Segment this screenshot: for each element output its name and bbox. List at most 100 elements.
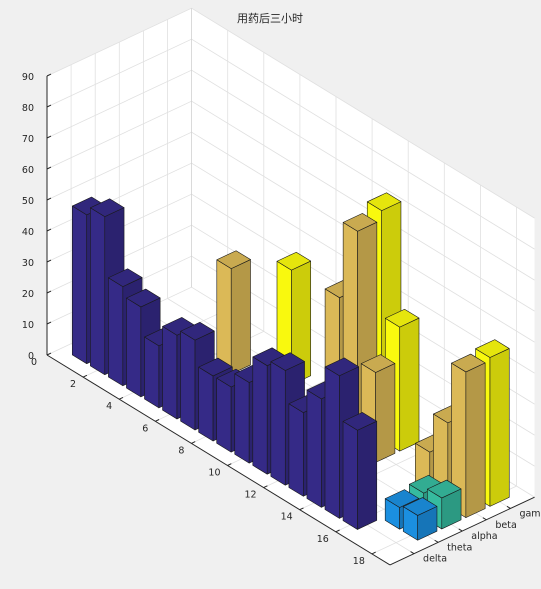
- bar-face-top: [342, 412, 378, 431]
- bar-face-front: [306, 389, 322, 508]
- y-tick-label-beta: beta: [495, 520, 516, 531]
- bar-face-top: [126, 288, 161, 308]
- x-tick-label: 18: [353, 556, 365, 567]
- bar-face-top: [427, 479, 462, 499]
- bar-face-front: [288, 403, 304, 497]
- bar-face-top: [366, 192, 402, 211]
- bar-face-front: [180, 330, 196, 431]
- bar-face-top: [475, 339, 510, 358]
- z-tick-label: 30: [22, 258, 34, 269]
- x-tick-mark: [263, 485, 268, 489]
- z-tick-mark: [46, 73, 52, 77]
- x-tick-label: 10: [208, 468, 220, 479]
- x-origin-label: 0: [31, 357, 37, 368]
- tick-labels: 0 10 20 30 40 50 60 70 80 90 2 4 6 8 10 12 14 16 18 0 deltat…: [22, 72, 541, 567]
- z-tick-label: 80: [22, 103, 34, 114]
- z-tick-label: 60: [22, 165, 34, 176]
- bar-face-front: [252, 356, 268, 475]
- y-tick-mark: [506, 505, 511, 509]
- bars-group: [71, 192, 510, 541]
- bar-face-side: [357, 420, 378, 530]
- z-tick-label: 20: [22, 289, 34, 300]
- bar-face-top: [108, 268, 143, 287]
- bar-face-top: [360, 354, 396, 373]
- z-tick-mark: [46, 135, 52, 139]
- bar-face-top: [384, 308, 420, 328]
- bar-alpha-18: [427, 479, 462, 530]
- x-tick-mark: [82, 374, 88, 378]
- z-tick-mark: [46, 290, 52, 294]
- bar-face-top: [384, 489, 420, 508]
- y-tick-label-theta: theta: [447, 542, 472, 553]
- bar-face-front: [234, 373, 250, 464]
- bar-face-side: [230, 259, 251, 375]
- bar-face-front: [162, 326, 178, 420]
- x-tick-mark: [335, 529, 340, 533]
- axis-lines: [46, 73, 535, 566]
- bar-face-side: [375, 363, 396, 463]
- bar-face-front: [108, 277, 124, 387]
- x-tick-label: 8: [178, 445, 184, 456]
- x-tick-label: 6: [142, 423, 148, 434]
- x-tick-mark: [371, 551, 376, 555]
- x-tick-label: 16: [317, 534, 329, 545]
- x-tick-mark: [227, 463, 232, 466]
- z-tick-mark: [46, 352, 52, 356]
- bar-face-top: [451, 353, 486, 373]
- x-tick-mark: [191, 441, 196, 444]
- x-axis-line: [46, 354, 391, 566]
- z-tick-mark: [46, 259, 52, 263]
- bar-face-front: [71, 205, 88, 364]
- y-tick-label-gamma: gamma: [519, 508, 541, 519]
- bar-theta-18: [402, 497, 438, 541]
- bar-face-front: [270, 361, 286, 486]
- bar-face-side: [465, 362, 486, 518]
- x-tick-label: 12: [245, 490, 257, 501]
- bar-face-front: [216, 377, 232, 453]
- z-tick-label: 10: [22, 320, 34, 331]
- bar-face-front: [324, 366, 340, 519]
- z-tick-mark: [46, 166, 52, 170]
- bar-face-front: [342, 421, 358, 530]
- bar-face-top: [180, 321, 215, 341]
- bar-face-side: [489, 348, 510, 507]
- z-tick-label: 50: [22, 196, 34, 207]
- bar-delta-16: [342, 412, 378, 530]
- bar-face-top: [342, 213, 378, 232]
- x-tick-mark: [299, 507, 304, 511]
- z-tick-mark: [46, 321, 52, 325]
- chart-title: 用药后三小时: [237, 12, 303, 25]
- x-tick-label: 2: [70, 379, 76, 390]
- bar-face-top: [402, 497, 438, 516]
- z-tick-label: 40: [22, 227, 34, 238]
- x-tick-mark: [118, 396, 124, 400]
- y-tick-label-alpha: alpha: [471, 531, 497, 542]
- y-tick-mark: [482, 517, 487, 521]
- y-tick-mark: [458, 528, 463, 532]
- z-tick-mark: [46, 228, 52, 232]
- bar-face-front: [198, 366, 214, 442]
- bar-face-front: [90, 207, 106, 376]
- z-tick-label: 70: [22, 134, 34, 145]
- bar-face-top: [90, 198, 125, 217]
- bar-face-front: [216, 259, 232, 375]
- bar-face-front: [126, 297, 142, 398]
- bar-beta-5: [216, 250, 251, 375]
- x-tick-label: 4: [106, 401, 112, 412]
- z-tick-mark: [46, 197, 52, 201]
- bar-face-side: [399, 317, 420, 452]
- z-tick-label: 0: [28, 351, 34, 362]
- z-tick-mark: [46, 104, 52, 108]
- bar-face-top: [324, 357, 360, 377]
- y-tick-mark: [434, 539, 439, 543]
- x-tick-label: 14: [281, 512, 293, 523]
- bar-beta-18: [451, 353, 486, 518]
- x-tick-mark: [155, 419, 160, 422]
- bar-face-top: [276, 251, 312, 271]
- y-tick-mark: [410, 551, 415, 555]
- bar-face-front: [144, 336, 160, 409]
- bar-face-top: [198, 357, 233, 377]
- bar-face-top: [216, 250, 251, 269]
